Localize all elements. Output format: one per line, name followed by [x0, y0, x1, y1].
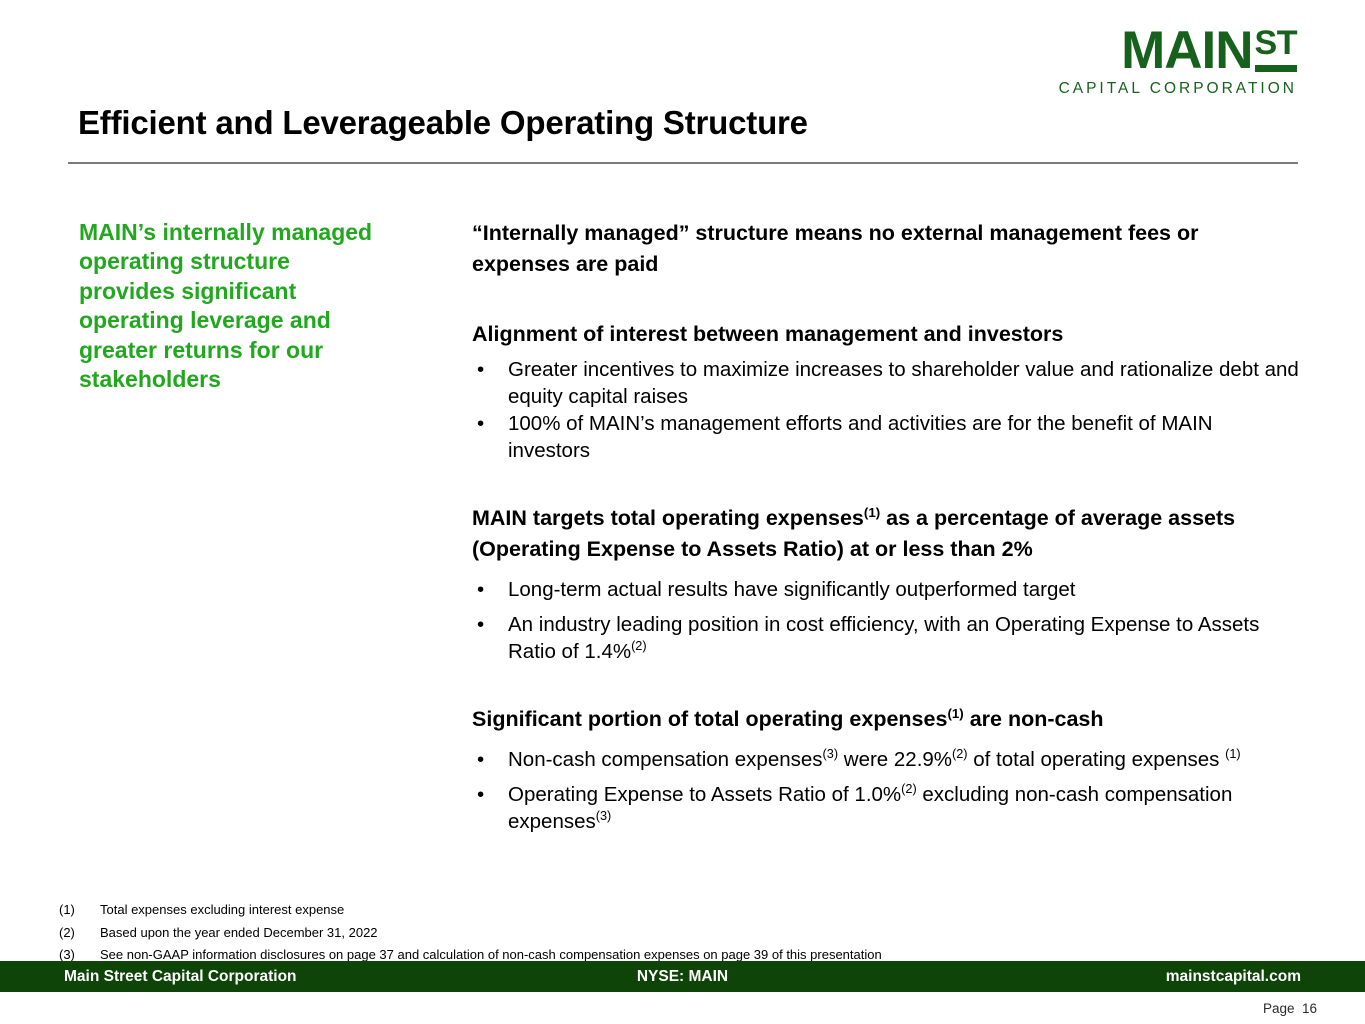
bullet-point-icon: • [477, 412, 485, 435]
footnote-reference: (2) [952, 746, 968, 762]
bullet-item: • Non-cash compensation expenses(3) were … [472, 746, 1300, 773]
logo-wordmark: MAIN ST [1059, 24, 1297, 77]
footnotes-list: (1) Total expenses excluding interest exp… [59, 899, 1159, 967]
logo-subtitle: CAPITAL CORPORATION [1058, 80, 1297, 97]
footnote-reference: (1) [947, 705, 964, 721]
text-run: are non-cash [963, 707, 1104, 731]
footer-bar: Main Street Capital Corporation NYSE: MA… [0, 961, 1365, 992]
section-heading: MAIN targets total operating expenses(1)… [472, 503, 1300, 565]
footnote-text: Total expenses excluding interest expens… [100, 902, 345, 917]
text-run: as a percentage of average assets (Opera… [472, 506, 1236, 561]
bullet-item: • 100% of MAIN’s management efforts and a… [472, 410, 1300, 464]
page-title: Efficient and Leverageable Operating Str… [78, 104, 808, 141]
text-run: of total operating expenses [967, 748, 1226, 771]
footnote-reference: (3) [822, 746, 839, 762]
content-column: “Internally managed” structure means no … [472, 218, 1300, 835]
logo-st-text: ST [1254, 24, 1298, 62]
section-heading: Significant portion of total operating e… [472, 704, 1300, 735]
bullet-point-icon: • [477, 578, 485, 601]
bullet-item: • Operating Expense to Assets Ratio of 1.… [472, 781, 1300, 835]
footnote-marker: (2) [59, 924, 75, 940]
footnote-text: Based upon the year ended December 31, 2… [100, 924, 378, 940]
spacer [472, 565, 1300, 576]
lead-statement: “Internally managed” structure means no … [472, 221, 1199, 276]
company-logo: MAIN ST CAPITAL CORPORATION [1058, 24, 1298, 97]
text-run: Non-cash compensation expenses [508, 748, 823, 771]
spacer [472, 464, 1300, 503]
text-run: excluding non-cash compensation expenses [508, 783, 1233, 833]
bullet-point-icon: • [477, 358, 485, 381]
spacer [472, 735, 1300, 746]
footer-ticker: NYSE: MAIN [636, 967, 729, 985]
footer-company-name: Main Street Capital Corporation [64, 967, 297, 985]
bullet-point-icon: • [477, 748, 485, 771]
text-run: Significant portion of total operating e… [472, 707, 948, 731]
bullet-item: • Greater incentives to maximize increase… [472, 356, 1300, 410]
text-run: MAIN targets total operating expenses [472, 506, 864, 530]
logo-main-text: MAIN [1121, 21, 1253, 80]
bullet-list: • Non-cash compensation expenses(3) were … [472, 746, 1300, 835]
text-run: An industry leading position in cost eff… [508, 613, 1260, 663]
footnote-marker: (1) [59, 902, 75, 917]
section-heading: Alignment of interest between management… [472, 319, 1300, 350]
footnote-reference: (1) [1225, 746, 1241, 762]
text-run: Operating Expense to Assets Ratio of 1.0… [508, 783, 902, 806]
footnote-reference: (2) [901, 781, 917, 797]
spacer [472, 665, 1300, 704]
bullet-point-icon: • [477, 783, 485, 806]
highlight-callout: MAIN’s internally managed operating stru… [79, 219, 373, 393]
sections-container: Alignment of interest between management… [472, 319, 1300, 835]
text-run: Alignment of interest between management… [472, 322, 1064, 346]
footer-website[interactable]: mainstcapital.com [1165, 967, 1301, 985]
bullet-point-icon: • [477, 613, 485, 636]
footnote-row: (2) Based upon the year ended December 31… [59, 922, 1159, 945]
text-run: 100% of MAIN’s management efforts and ac… [508, 412, 1213, 462]
footnote-reference: (2) [631, 638, 647, 654]
bullet-item: • An industry leading position in cost ef… [472, 611, 1300, 665]
page-number: Page 16 [1262, 1001, 1317, 1016]
text-run: Greater incentives to maximize increases… [508, 358, 1299, 408]
text-run: were 22.9% [838, 748, 953, 771]
footnote-text: See non-GAAP information disclosures on … [100, 947, 882, 962]
footnote-row: (3) See non-GAAP information disclosures … [59, 944, 1159, 967]
spacer [472, 280, 1300, 319]
bullet-list: • Long-term actual results have significa… [472, 576, 1300, 665]
footnote-reference: (3) [595, 808, 612, 824]
bullet-item: • Long-term actual results have significa… [472, 576, 1300, 603]
logo-st-group: ST [1254, 24, 1298, 72]
bullet-list: • Greater incentives to maximize increase… [472, 356, 1300, 464]
logo-st-underline [1254, 64, 1297, 72]
footnote-reference: (1) [863, 504, 881, 520]
title-divider [68, 162, 1298, 164]
footnote-row: (1) Total expenses excluding interest exp… [59, 899, 1159, 922]
footnote-marker: (3) [59, 947, 75, 962]
text-run: Long-term actual results have significan… [508, 578, 1076, 601]
